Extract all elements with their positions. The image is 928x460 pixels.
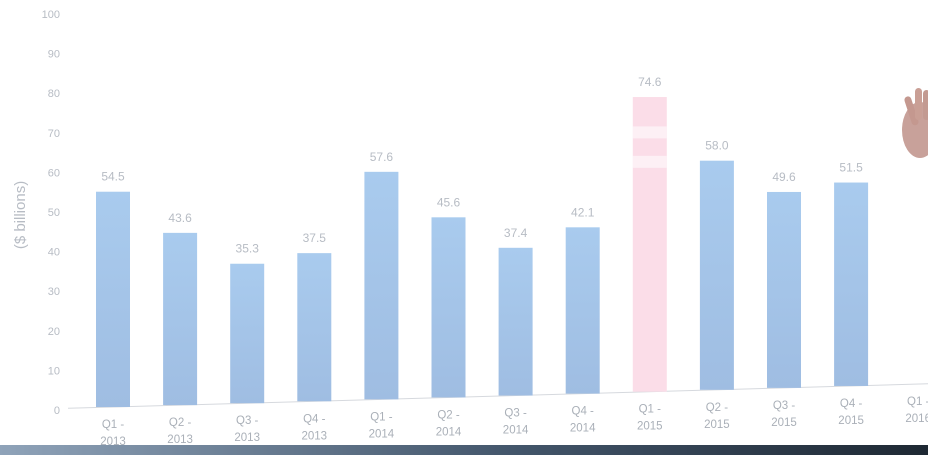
y-axis-ticks: 0 10 20 30 40 50 60 70 80 90 100 xyxy=(42,9,60,417)
value-label: 37.5 xyxy=(303,231,327,245)
y-tick-label: 70 xyxy=(48,128,60,140)
y-tick-label: 30 xyxy=(48,286,60,298)
value-label: 42.1 xyxy=(571,205,595,219)
x-tick-label: Q1 -2016 xyxy=(905,396,928,425)
bar xyxy=(834,182,869,386)
y-tick-label: 20 xyxy=(48,326,60,338)
value-labels: 54.5 43.6 35.3 37.5 57.6 45.6 37.4 42.1 74.6 58.0… xyxy=(101,75,863,256)
x-tick-label: Q3 -2013 xyxy=(234,415,260,444)
value-label: 43.6 xyxy=(168,211,192,225)
y-tick-label: 60 xyxy=(48,167,60,179)
x-tick-label: Q3 -2014 xyxy=(503,408,529,437)
x-tick-label: Q2 -2014 xyxy=(436,409,462,438)
value-label: 37.4 xyxy=(504,226,528,240)
bar xyxy=(565,227,600,394)
x-tick-label: Q1 -2014 xyxy=(369,411,395,440)
y-tick-label: 80 xyxy=(48,88,60,100)
y-tick-label: 0 xyxy=(54,405,60,417)
x-tick-label: Q4 -2014 xyxy=(570,406,596,435)
x-tick-label: Q3 -2015 xyxy=(771,400,797,429)
value-label: 74.6 xyxy=(638,75,662,89)
presenter-hand-image xyxy=(902,88,928,158)
value-label: 49.6 xyxy=(772,170,796,184)
bar-highlighted xyxy=(632,97,667,392)
bar xyxy=(431,217,466,398)
bar xyxy=(297,253,332,402)
x-tick-label: Q4 -2013 xyxy=(302,413,328,442)
x-tick-label: Q2 -2013 xyxy=(167,417,193,446)
x-tick-label: Q2 -2015 xyxy=(704,402,730,431)
value-label: 35.3 xyxy=(236,242,260,256)
bar xyxy=(498,247,533,396)
value-label: 51.5 xyxy=(839,161,863,175)
bar xyxy=(364,171,399,400)
bar xyxy=(163,232,198,406)
y-tick-label: 90 xyxy=(48,49,60,61)
y-tick-label: 40 xyxy=(48,247,60,259)
y-tick-label: 50 xyxy=(48,207,60,219)
bars xyxy=(96,97,869,407)
x-tick-label: Q1 -2015 xyxy=(637,404,663,433)
y-tick-label: 100 xyxy=(42,9,60,21)
screen-edge xyxy=(0,445,928,455)
bar xyxy=(699,160,734,390)
x-tick-label: Q4 -2015 xyxy=(838,398,864,427)
bar xyxy=(96,191,130,407)
bar-segment-overlay xyxy=(632,155,667,168)
x-axis-labels: Q1 -2013 Q2 -2013 Q3 -2013 Q4 -2013 Q1 -2014… xyxy=(100,396,928,448)
value-label: 54.5 xyxy=(101,170,125,184)
y-axis-label: ($ billions) xyxy=(12,181,29,249)
y-tick-label: 10 xyxy=(48,365,60,377)
x-tick-label: Q1 -2013 xyxy=(100,419,126,448)
value-label: 57.6 xyxy=(370,150,394,164)
bar xyxy=(767,191,801,388)
bar-segment-overlay xyxy=(632,126,667,139)
value-label: 45.6 xyxy=(437,195,461,209)
value-label: 58.0 xyxy=(705,139,729,153)
bar xyxy=(230,263,265,404)
